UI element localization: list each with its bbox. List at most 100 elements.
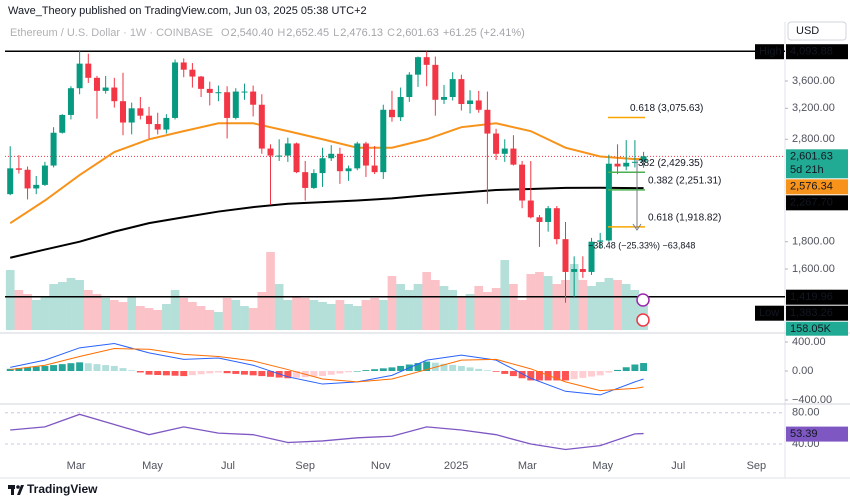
- macd-histogram-bar: [197, 371, 205, 375]
- y-tick-label: 1,800.00: [792, 236, 835, 248]
- event-icon: [636, 313, 650, 327]
- volume-bar: [630, 290, 640, 330]
- price-label-box: [786, 289, 848, 305]
- volume-bar: [283, 300, 293, 330]
- volume-label: 158.05K: [790, 323, 832, 335]
- volume-label-box: [786, 321, 848, 336]
- volume-bar: [40, 296, 50, 330]
- macd-tick-label: 0.00: [792, 365, 813, 377]
- indicator-line: [10, 342, 644, 396]
- macd-histogram-bar: [353, 371, 361, 372]
- macd-histogram-bar: [93, 364, 101, 372]
- price-label: 4,093.88: [790, 46, 833, 58]
- volume-bar: [543, 276, 553, 330]
- candle-body: [76, 63, 83, 89]
- y-tick-label: 3,200.00: [792, 102, 835, 114]
- candle-body: [180, 62, 187, 70]
- macd-histogram-bar: [379, 368, 387, 372]
- candle-body: [59, 114, 66, 133]
- x-tick-label: Nov: [371, 460, 391, 472]
- macd-histogram-bar: [249, 371, 257, 376]
- candle-body: [614, 163, 621, 167]
- volume-bar: [196, 306, 206, 330]
- tag: Low: [759, 307, 779, 319]
- volume-bar: [517, 300, 527, 330]
- y-tick-label: 2,800.00: [792, 133, 835, 145]
- macd-histogram-bar: [188, 371, 196, 376]
- volume-bar: [526, 274, 536, 330]
- candle-body: [215, 92, 222, 94]
- candle-body: [302, 172, 309, 188]
- price-label: 1,419.96: [790, 291, 833, 303]
- candle-body: [293, 143, 300, 173]
- price-label-box: [786, 149, 848, 179]
- volume-bar: [552, 284, 562, 330]
- candle-body: [640, 156, 647, 162]
- indicator-line: [9, 186, 644, 259]
- volume-bar: [109, 300, 119, 330]
- candle-body: [545, 208, 552, 222]
- macd-histogram-bar: [24, 367, 32, 372]
- macd-histogram-bar: [128, 370, 136, 372]
- macd-histogram-bar: [596, 371, 604, 376]
- y-tick-label: 3,600.00: [792, 75, 835, 87]
- volume-bar: [127, 296, 137, 330]
- macd-histogram-bar: [102, 365, 110, 372]
- logo-shape: [11, 485, 14, 495]
- currency-box[interactable]: [787, 21, 847, 41]
- macd-histogram-bar: [76, 362, 84, 372]
- x-tick-label: Mar: [67, 460, 86, 472]
- macd-histogram-bar: [284, 371, 292, 379]
- macd-histogram-bar: [475, 368, 483, 372]
- x-tick-label: May: [592, 460, 613, 472]
- candle-body: [432, 64, 439, 100]
- fib-label: 382 (2,429.35): [638, 158, 703, 169]
- volume-bar: [179, 298, 189, 330]
- candle-body: [458, 79, 465, 105]
- measure-arrowhead: [632, 223, 642, 231]
- candle-body: [137, 108, 144, 116]
- candle-body: [163, 117, 170, 130]
- logo-shape: [17, 485, 24, 495]
- volume-bar: [31, 300, 41, 330]
- candle-body: [562, 239, 569, 272]
- macd-histogram-bar: [414, 363, 422, 372]
- macd-histogram-bar: [258, 371, 266, 377]
- candle-body: [536, 217, 543, 222]
- macd-histogram-bar: [232, 371, 240, 374]
- macd-histogram-bar: [466, 367, 474, 372]
- symbol: Ethereum / U.S. Dollar · 1W · COINBASE: [10, 27, 213, 39]
- x-tick-label: Sep: [747, 460, 767, 472]
- currency[interactable]: USD: [796, 25, 819, 37]
- volume-bar: [248, 308, 258, 330]
- candle-body: [623, 162, 630, 167]
- price-label: 2,267.70: [790, 197, 833, 209]
- macd-histogram-bar: [345, 371, 353, 373]
- ohlc-value: 2,476.13: [340, 27, 383, 39]
- volume-bar: [118, 302, 128, 330]
- x-tick-label: Sep: [295, 460, 315, 472]
- macd-histogram-bar: [154, 371, 162, 375]
- macd-histogram-bar: [180, 371, 188, 377]
- rsi-value-box: [786, 426, 848, 442]
- candle-body: [510, 148, 517, 165]
- candle-body: [284, 143, 291, 156]
- ohlc-key: L: [333, 27, 339, 39]
- volume-bar: [422, 272, 432, 330]
- macd-histogram-bar: [119, 368, 127, 372]
- measure-label: −38.48 (−25.33%) −63,848: [588, 240, 695, 250]
- volume-bar: [231, 300, 241, 330]
- fib-label: 0.382 (2,251.31): [648, 175, 721, 186]
- candle-body: [484, 109, 491, 134]
- volume-bar: [5, 270, 15, 330]
- macd-tick-label: 400.00: [792, 336, 826, 348]
- macd-histogram-bar: [240, 371, 248, 375]
- ohlc-value: 2,540.40: [231, 27, 274, 39]
- candle-body: [276, 155, 283, 157]
- y-tick-label: 1,600.00: [792, 263, 835, 275]
- volume-bar: [144, 308, 154, 330]
- volume-bar: [136, 306, 145, 330]
- ohlc-value: 2,652.45: [286, 27, 329, 39]
- volume-bar: [378, 300, 388, 330]
